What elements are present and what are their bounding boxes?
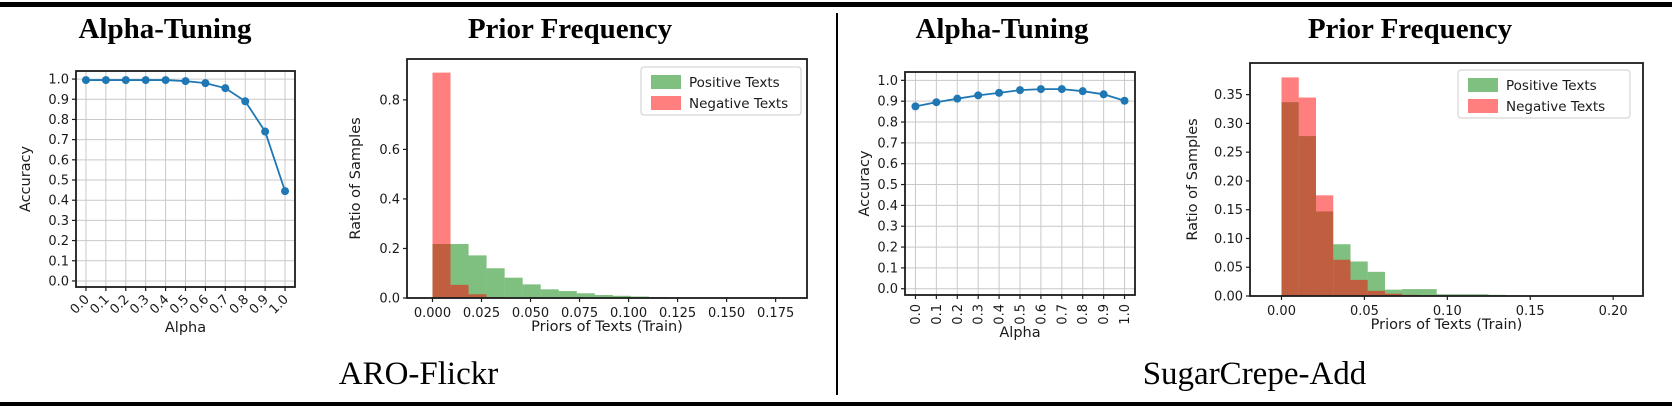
svg-text:0.1: 0.1 — [930, 304, 945, 325]
svg-text:Ratio of Samples: Ratio of Samples — [348, 117, 364, 239]
top-rule — [0, 2, 1672, 7]
svg-text:0.8: 0.8 — [877, 116, 898, 131]
svg-text:0.050: 0.050 — [512, 306, 549, 321]
svg-text:1.0: 1.0 — [877, 74, 898, 89]
svg-text:0.2: 0.2 — [951, 304, 966, 325]
svg-text:0.6: 0.6 — [877, 157, 898, 172]
svg-text:1.0: 1.0 — [267, 292, 292, 317]
svg-text:0.00: 0.00 — [1267, 304, 1296, 319]
dataset-label-sugarcrepe-add: SugarCrepe-Add — [1142, 356, 1367, 392]
svg-text:0.175: 0.175 — [757, 306, 794, 321]
svg-text:0.025: 0.025 — [463, 306, 500, 321]
svg-text:0.1: 0.1 — [877, 261, 898, 276]
svg-text:0.6: 0.6 — [379, 143, 400, 158]
svg-text:0.3: 0.3 — [972, 304, 987, 325]
svg-text:0.10: 0.10 — [1433, 304, 1462, 319]
svg-text:0.4: 0.4 — [993, 304, 1008, 325]
svg-text:0.0: 0.0 — [877, 282, 898, 297]
svg-text:0.9: 0.9 — [1097, 304, 1112, 325]
svg-text:0.0: 0.0 — [909, 304, 924, 325]
alpha-tuning-line-chart-sugarcrepe-add: 0.0 0.1 0.2 0.3 0.4 0.5 0.6 0.7 0.8 0.9 1.0 0.0 0.1 0… — [857, 71, 1136, 341]
svg-text:0.8: 0.8 — [48, 113, 69, 128]
svg-text:0.15: 0.15 — [1214, 203, 1243, 218]
prior-frequency-histogram-aro-flickr: 0.000 0.025 0.050 0.075 0.100 0.125 0.150 0.175… — [348, 58, 808, 335]
svg-text:0.150: 0.150 — [708, 306, 745, 321]
svg-text:0.5: 0.5 — [48, 174, 69, 189]
svg-text:Negative Texts: Negative Texts — [689, 96, 788, 112]
svg-text:0.125: 0.125 — [659, 306, 696, 321]
svg-text:0.00: 0.00 — [1214, 290, 1243, 305]
svg-text:0.9: 0.9 — [877, 95, 898, 110]
svg-text:0.4: 0.4 — [877, 199, 898, 214]
svg-text:0.5: 0.5 — [877, 178, 898, 193]
panel-divider — [836, 13, 838, 395]
svg-text:0.35: 0.35 — [1214, 88, 1243, 103]
svg-text:0.4: 0.4 — [379, 192, 400, 207]
svg-text:0.075: 0.075 — [561, 306, 598, 321]
svg-text:Positive Texts: Positive Texts — [1506, 78, 1597, 94]
svg-text:0.6: 0.6 — [1034, 304, 1049, 325]
svg-text:Positive Texts: Positive Texts — [689, 75, 780, 91]
svg-text:0.3: 0.3 — [48, 214, 69, 229]
svg-text:0.15: 0.15 — [1516, 304, 1545, 319]
chart-title-alpha-tuning-left: Alpha-Tuning — [78, 13, 252, 45]
svg-text:0.25: 0.25 — [1214, 146, 1243, 161]
svg-text:0.20: 0.20 — [1214, 174, 1243, 189]
bottom-rule — [0, 402, 1672, 406]
chart-title-prior-frequency-left: Prior Frequency — [467, 13, 673, 45]
alpha-tuning-line-chart-aro-flickr: 0.00.10.20.30.40.50.60.70.80.91.00.00.10… — [18, 70, 296, 336]
svg-text:0.8: 0.8 — [379, 93, 400, 108]
dataset-label-aro-flickr: ARO-Flickr — [338, 356, 499, 392]
svg-text:0.4: 0.4 — [48, 194, 69, 209]
svg-text:Ratio of Samples: Ratio of Samples — [1185, 118, 1201, 240]
chart-title-prior-frequency-right: Prior Frequency — [1307, 13, 1513, 45]
svg-text:0.7: 0.7 — [1055, 304, 1070, 325]
svg-text:1.0: 1.0 — [1118, 304, 1133, 325]
svg-text:0.7: 0.7 — [48, 133, 69, 148]
prior-frequency-histogram-sugarcrepe-add: 0.00 0.05 0.10 0.15 0.20 0.00 0.05 0.10 0.15 0.20… — [1185, 62, 1644, 333]
svg-text:Negative Texts: Negative Texts — [1506, 99, 1605, 115]
svg-text:0.100: 0.100 — [610, 306, 647, 321]
svg-text:0.0: 0.0 — [48, 274, 69, 289]
svg-text:0.2: 0.2 — [48, 234, 69, 249]
svg-text:0.6: 0.6 — [48, 153, 69, 168]
svg-text:0.8: 0.8 — [1076, 304, 1091, 325]
svg-text:1.0: 1.0 — [48, 73, 69, 88]
svg-text:0.5: 0.5 — [1014, 304, 1029, 325]
svg-text:0.9: 0.9 — [48, 93, 69, 108]
svg-text:0.20: 0.20 — [1599, 304, 1628, 319]
svg-text:0.000: 0.000 — [414, 306, 451, 321]
svg-text:0.0: 0.0 — [379, 292, 400, 307]
svg-text:0.3: 0.3 — [877, 220, 898, 235]
svg-text:0.1: 0.1 — [48, 254, 69, 269]
svg-text:0.2: 0.2 — [877, 241, 898, 256]
svg-text:0.7: 0.7 — [877, 136, 898, 151]
svg-text:0.30: 0.30 — [1214, 117, 1243, 132]
svg-text:Accuracy: Accuracy — [18, 145, 34, 212]
svg-text:0.05: 0.05 — [1350, 304, 1379, 319]
chart-title-alpha-tuning-right: Alpha-Tuning — [915, 13, 1089, 45]
svg-text:Priors of Texts (Train): Priors of Texts (Train) — [531, 319, 683, 335]
svg-text:0.10: 0.10 — [1214, 232, 1243, 247]
svg-text:0.2: 0.2 — [379, 242, 400, 257]
svg-text:Priors of Texts (Train): Priors of Texts (Train) — [1371, 317, 1523, 333]
svg-text:Alpha: Alpha — [165, 320, 206, 336]
svg-text:0.05: 0.05 — [1214, 261, 1243, 276]
svg-text:Alpha: Alpha — [999, 325, 1040, 341]
svg-text:Accuracy: Accuracy — [857, 150, 873, 217]
